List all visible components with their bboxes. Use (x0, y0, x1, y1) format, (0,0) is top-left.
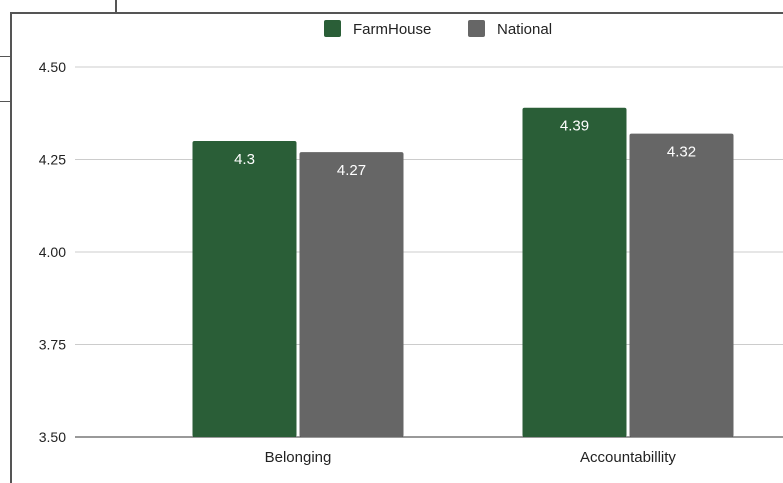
frame-stub-lower (0, 101, 12, 102)
x-category-label: Belonging (265, 449, 332, 466)
data-label: 4.27 (337, 162, 366, 179)
bar-farmhouse (192, 141, 297, 437)
legend-swatch-national (468, 20, 485, 37)
frame-left-border (10, 12, 12, 483)
frame-top-border (10, 12, 783, 14)
legend-swatch-farmhouse (324, 20, 341, 37)
bar-national (299, 152, 404, 437)
y-tick-label: 4.25 (39, 152, 66, 168)
data-label: 4.32 (667, 144, 696, 161)
data-label: 4.39 (560, 118, 589, 135)
data-label: 4.3 (234, 151, 255, 168)
legend-label-farmhouse: FarmHouse (353, 21, 431, 38)
legend: FarmHouse National (324, 20, 552, 38)
y-tick-label: 4.00 (39, 244, 66, 260)
x-category-label: Accountabillity (580, 449, 676, 466)
legend-label-national: National (497, 21, 552, 38)
x-axis: Belonging Accountabillity (265, 449, 677, 466)
bars: 4.3 4.27 4.39 4.32 (192, 107, 734, 437)
bar-farmhouse (522, 107, 627, 437)
y-tick-label: 4.50 (39, 59, 66, 75)
y-tick-label: 3.50 (39, 429, 66, 445)
y-tick-label: 3.75 (39, 337, 66, 353)
bar-national (629, 133, 734, 437)
frame-stub-upper (0, 56, 12, 57)
frame-stub-top (115, 0, 117, 12)
y-axis: 4.50 4.25 4.00 3.75 3.50 (39, 59, 66, 445)
